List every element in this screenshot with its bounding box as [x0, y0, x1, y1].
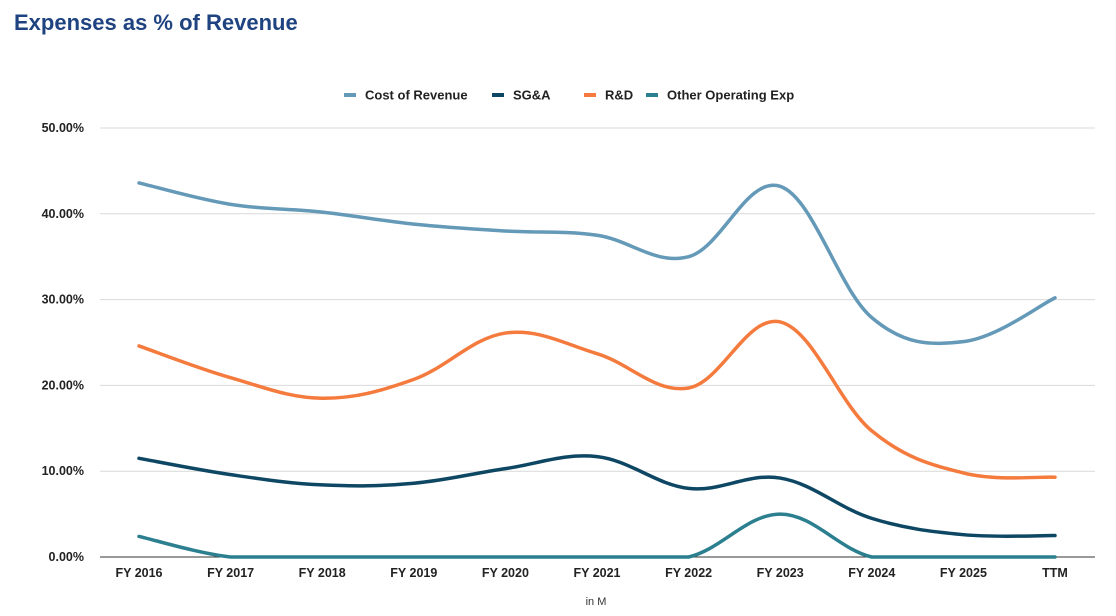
x-tick-label: FY 2025 [940, 566, 987, 580]
x-tick-label: FY 2017 [207, 566, 254, 580]
chart-title: Expenses as % of Revenue [14, 10, 298, 35]
y-tick-label: 50.00% [42, 121, 84, 135]
x-tick-label: FY 2019 [390, 566, 437, 580]
x-tick-label: FY 2020 [482, 566, 529, 580]
legend-label: Cost of Revenue [365, 88, 468, 103]
x-tick-label: TTM [1042, 566, 1068, 580]
legend-label: R&D [605, 88, 633, 103]
x-tick-label: FY 2024 [848, 566, 895, 580]
legend-label: Other Operating Exp [667, 88, 794, 103]
series-line-r-d [137, 319, 1057, 480]
series-line-cost-of-revenue [137, 181, 1057, 346]
x-tick-label: FY 2016 [115, 566, 162, 580]
series-line-other-operating-exp [137, 512, 1057, 559]
y-tick-label: 20.00% [42, 378, 84, 392]
y-tick-label: 40.00% [42, 207, 84, 221]
y-tick-label: 10.00% [42, 464, 84, 478]
x-tick-label: FY 2022 [665, 566, 712, 580]
x-tick-label: FY 2021 [573, 566, 620, 580]
y-tick-label: 0.00% [49, 550, 84, 564]
x-tick-label: FY 2018 [299, 566, 346, 580]
x-tick-label: FY 2023 [757, 566, 804, 580]
y-tick-label: 30.00% [42, 293, 84, 307]
x-axis-label: in M [586, 596, 607, 608]
legend-label: SG&A [513, 88, 551, 103]
series-line-sg-a [137, 454, 1057, 539]
